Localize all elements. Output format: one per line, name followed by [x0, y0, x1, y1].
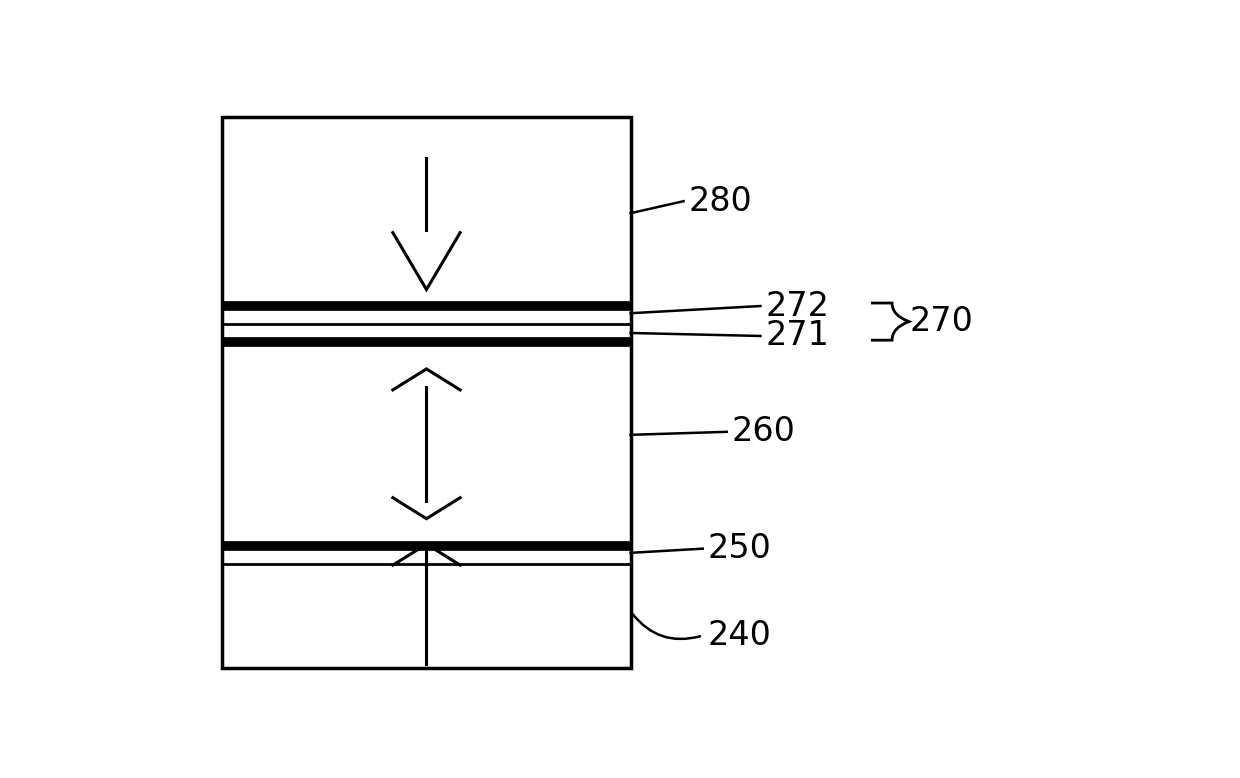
Bar [222, 117, 631, 668]
Text: 272: 272 [765, 289, 830, 323]
Text: 240: 240 [708, 619, 771, 652]
Text: 250: 250 [708, 532, 771, 565]
Text: 280: 280 [688, 184, 753, 218]
Text: 270: 270 [909, 304, 973, 338]
Text: 271: 271 [765, 320, 830, 352]
Text: 260: 260 [732, 415, 796, 448]
